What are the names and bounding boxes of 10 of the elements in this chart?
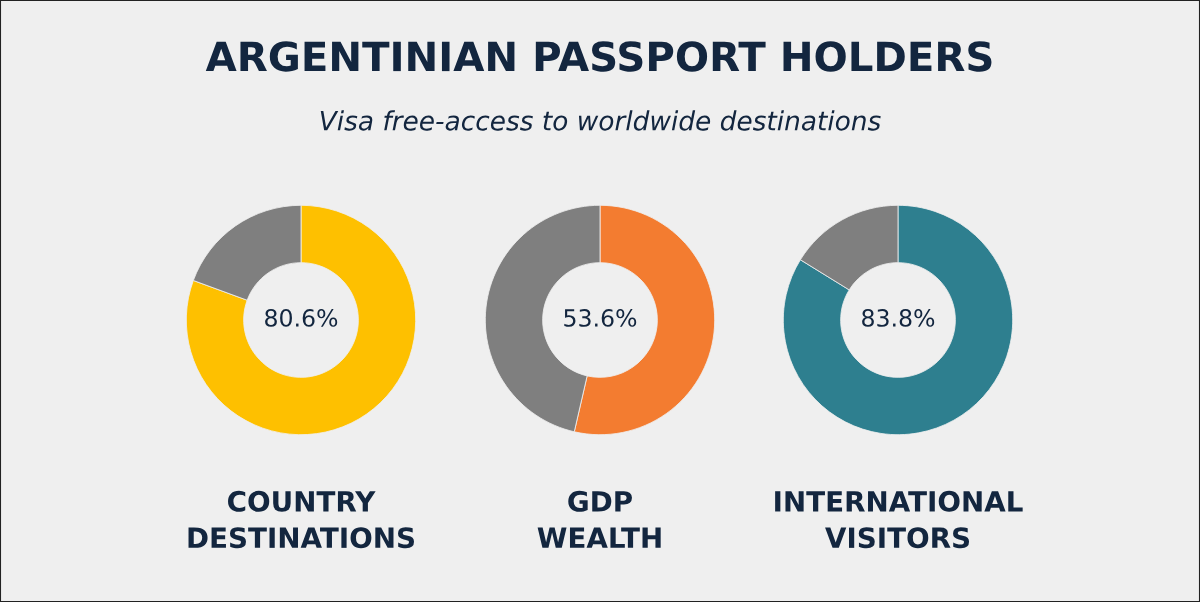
- text: GDP WEALTH: [537, 490, 661, 548]
- data-label: 80.6%: [265, 308, 338, 327]
- text: Visa free-access to worldwide destinations: [320, 110, 881, 131]
- donut-slice: [185, 204, 417, 436]
- data-label: 53.6%: [564, 308, 637, 327]
- data-label: 83.8%: [862, 308, 935, 327]
- text: ARGENTINIAN PASSPORT HOLDERS: [205, 41, 992, 72]
- text: COUNTRY DESTINATIONS: [188, 490, 414, 549]
- text: INTERNATIONAL VISITORS: [775, 490, 1023, 549]
- donut-slice: [782, 204, 1014, 436]
